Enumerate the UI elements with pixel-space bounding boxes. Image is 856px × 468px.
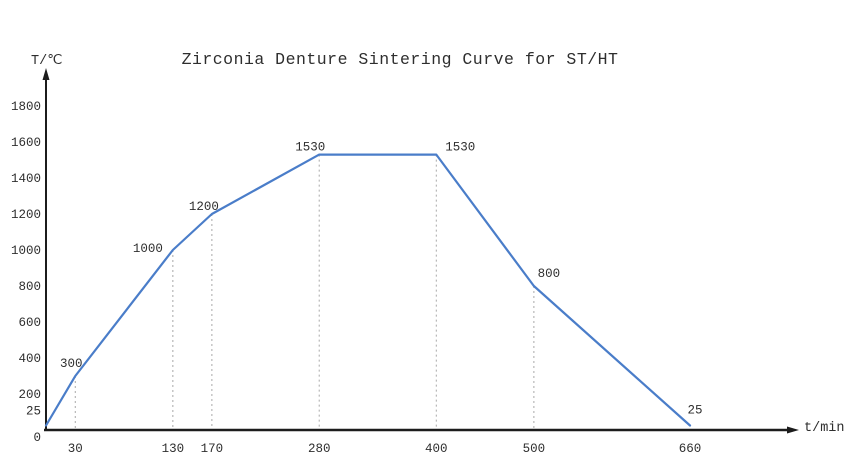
point-label: 1000: [133, 242, 163, 256]
point-label: 300: [60, 357, 83, 371]
y-axis-arrow-icon: [42, 68, 50, 80]
point-label: 800: [538, 267, 561, 281]
point-label: 25: [687, 404, 702, 418]
y-tick-label: 1800: [11, 100, 41, 114]
y-tick-label: 200: [18, 388, 41, 402]
x-tick-label: 500: [523, 442, 546, 456]
y-tick-label: 0: [33, 431, 41, 445]
x-axis-label: t/min: [804, 421, 845, 436]
y-tick-label: 25: [26, 405, 41, 419]
sintering-curve: [44, 153, 692, 427]
y-tick-label: 1200: [11, 208, 41, 222]
y-tick-label: 400: [18, 352, 41, 366]
x-tick-label: 30: [68, 442, 83, 456]
x-axis-arrow-icon: [787, 426, 799, 434]
point-label: 1530: [445, 141, 475, 155]
x-tick-label: 400: [425, 442, 448, 456]
x-tick-label: 280: [308, 442, 331, 456]
x-tick-label: 130: [162, 442, 185, 456]
point-label: 1530: [295, 141, 325, 155]
y-tick-label: 1400: [11, 172, 41, 186]
chart-title: Zirconia Denture Sintering Curve for ST/…: [181, 50, 619, 69]
y-tick-label: 600: [18, 316, 41, 330]
point-label: 1200: [189, 200, 219, 214]
y-tick-label: 1600: [11, 136, 41, 150]
y-tick-label: 1000: [11, 244, 41, 258]
x-tick-label: 660: [679, 442, 702, 456]
y-axis-label: T/℃: [31, 54, 63, 69]
x-tick-label: 170: [201, 442, 224, 456]
y-tick-label: 800: [18, 280, 41, 294]
